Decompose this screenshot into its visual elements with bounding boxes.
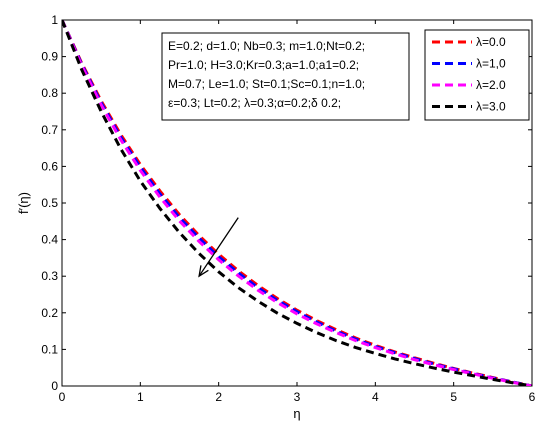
annotation-line: E=0.2; d=1.0; Nb=0.3; m=1.0;Nt=0.2; [168, 39, 365, 53]
x-axis: 0 1 2 3 4 5 6 [59, 20, 536, 404]
annotation-box [161, 32, 410, 121]
x-tick-label: 4 [372, 390, 379, 404]
series-line [62, 20, 532, 386]
y-tick-label: 0 [51, 379, 58, 393]
legend-label: λ=0.0 [476, 35, 506, 49]
y-tick-label: 0.4 [41, 233, 58, 247]
annotation-line: ε=0.3; Lt=0.2; λ=0.3;α=0.2;δ 0.2; [168, 96, 341, 110]
arrow-shaft [198, 217, 239, 277]
x-tick-label: 0 [59, 390, 66, 404]
x-tick-label: 5 [450, 390, 457, 404]
x-tick-label: 6 [529, 390, 536, 404]
y-axis-label: f′(η) [16, 192, 31, 214]
annotation-line: Pr=1.0; H=3.0;Kr=0.3;a=1.0;a1=0.2; [168, 58, 359, 72]
y-tick-label: 0.3 [41, 269, 58, 283]
legend-box [424, 29, 530, 121]
legend: λ=0.0 λ=1,0 λ=2.0 λ=3.0 [424, 29, 530, 121]
y-tick-label: 0.1 [41, 342, 58, 356]
annotation-text: E=0.2; d=1.0; Nb=0.3; m=1.0;Nt=0.2; Pr=1.… [168, 39, 365, 110]
parameter-annotation: E=0.2; d=1.0; Nb=0.3; m=1.0;Nt=0.2; Pr=1.… [161, 32, 410, 121]
x-tick-label: 2 [215, 390, 222, 404]
x-tick-label: 3 [294, 390, 301, 404]
legend-label: λ=2.0 [476, 78, 506, 92]
trend-arrow [198, 217, 239, 278]
y-tick-label: 0.5 [41, 196, 58, 210]
y-tick-label: 1 [51, 13, 58, 27]
series-line [62, 20, 532, 386]
y-tick-label: 0.8 [41, 86, 58, 100]
y-tick-label: 0.9 [41, 50, 58, 64]
series-lines [62, 20, 532, 386]
y-tick-label: 0.2 [41, 306, 58, 320]
legend-label: λ=1,0 [476, 57, 506, 71]
x-axis-label: η [293, 406, 300, 421]
y-tick-label: 0.6 [41, 159, 58, 173]
y-axis: 0 0.1 0.2 0.3 0.4 0.5 0.6 0.7 0.8 0.9 1 [41, 13, 532, 393]
annotation-line: M=0.7; Le=1.0; St=0.1;Sc=0.1;n=1.0; [168, 77, 365, 91]
arrow-head [198, 265, 209, 278]
legend-label: λ=3.0 [476, 100, 506, 114]
y-tick-label: 0.7 [41, 123, 58, 137]
x-tick-label: 1 [137, 390, 144, 404]
